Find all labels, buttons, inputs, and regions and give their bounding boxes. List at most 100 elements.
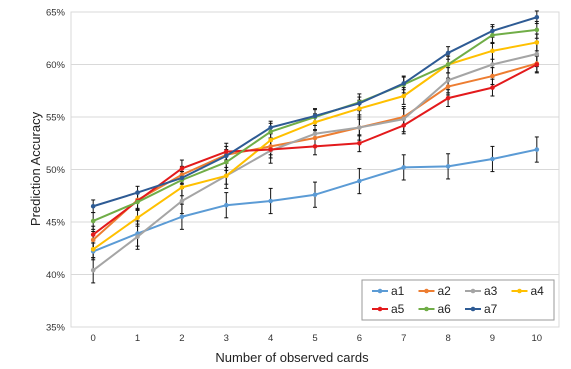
legend: a1 a2 a3 a4 a5 a6 a7 <box>361 279 555 321</box>
y-tick-label: 50% <box>46 165 66 176</box>
data-point-a4 <box>357 106 362 111</box>
data-point-a3 <box>179 198 185 204</box>
x-tick-labels: 0 1 2 3 4 5 6 7 8 9 10 <box>91 333 543 344</box>
x-tick-label: 7 <box>401 333 406 344</box>
y-tick-label: 60% <box>46 60 66 71</box>
x-tick-label: 5 <box>312 333 317 344</box>
data-point-a7 <box>490 28 495 34</box>
data-point-a7 <box>179 175 185 181</box>
data-point-a5 <box>445 95 451 101</box>
legend-label-a3: a3 <box>484 284 498 298</box>
data-point-a4 <box>135 215 140 221</box>
data-point-a1 <box>268 198 273 204</box>
x-tick-label: 4 <box>268 333 273 344</box>
data-point-a7 <box>401 81 407 86</box>
legend-label-a1: a1 <box>391 284 405 298</box>
legend-label-a7: a7 <box>484 302 498 316</box>
data-point-a4 <box>401 93 407 99</box>
data-point-a2 <box>445 84 451 89</box>
y-tick-label: 65% <box>46 8 66 19</box>
x-tick-label: 3 <box>224 333 229 344</box>
data-point-a3 <box>445 77 451 83</box>
data-point-a3 <box>401 116 407 122</box>
data-point-a5 <box>357 140 362 146</box>
legend-marker-a1 <box>377 288 383 294</box>
data-point-a4 <box>312 119 318 125</box>
legend-marker-a3 <box>470 288 476 294</box>
data-point-a4 <box>223 173 229 179</box>
data-point-a1 <box>312 192 318 197</box>
data-point-a4 <box>268 137 273 143</box>
data-point-a6 <box>534 27 540 33</box>
legend-label-a2: a2 <box>438 284 452 298</box>
x-axis-label: Number of observed cards <box>215 350 369 365</box>
x-tick-label: 6 <box>357 333 362 344</box>
data-point-a4 <box>90 247 96 252</box>
legend-box <box>361 279 555 321</box>
data-point-a3 <box>312 131 318 137</box>
y-tick-label: 55% <box>46 113 66 124</box>
x-tick-label: 9 <box>490 333 495 344</box>
legend-label-a5: a5 <box>391 302 405 316</box>
data-point-a3 <box>534 51 540 57</box>
legend-label-a4: a4 <box>531 284 545 298</box>
data-point-a1 <box>534 147 540 152</box>
data-point-a3 <box>135 234 140 239</box>
data-point-a5 <box>90 232 96 237</box>
data-point-a1 <box>179 214 185 220</box>
x-tick-label: 8 <box>445 333 450 344</box>
data-point-a1 <box>445 164 451 169</box>
data-point-a5 <box>268 147 273 152</box>
data-point-a7 <box>223 153 229 159</box>
data-point-a2 <box>312 135 318 141</box>
data-point-a2 <box>490 73 495 79</box>
x-tick-label: 1 <box>135 333 140 344</box>
data-point-a7 <box>357 101 362 106</box>
data-point-a2 <box>179 172 185 178</box>
data-point-a7 <box>445 50 451 56</box>
data-point-a1 <box>357 178 362 184</box>
legend-label-a6: a6 <box>438 302 452 316</box>
data-point-a6 <box>490 32 495 38</box>
data-point-a5 <box>401 123 407 128</box>
data-point-a6 <box>445 62 451 67</box>
legend-marker-a6 <box>424 306 429 312</box>
series-lines <box>90 14 540 273</box>
data-point-a4 <box>179 185 185 190</box>
y-tick-label: 35% <box>46 323 66 334</box>
data-point-a5 <box>179 166 185 171</box>
data-point-a1 <box>490 156 495 162</box>
y-tick-label: 45% <box>46 218 66 229</box>
data-point-a7 <box>135 190 140 195</box>
y-axis-label: Prediction Accuracy <box>28 111 43 226</box>
data-point-a7 <box>534 14 540 20</box>
data-point-a7 <box>268 125 273 130</box>
data-point-a2 <box>90 237 96 243</box>
legend-marker-a7 <box>470 306 476 312</box>
data-point-a2 <box>268 144 273 149</box>
data-point-a3 <box>490 62 495 67</box>
x-tick-label: 2 <box>179 333 184 344</box>
data-point-a4 <box>490 48 495 54</box>
legend-marker-a4 <box>517 288 522 294</box>
data-point-a6 <box>90 218 96 224</box>
data-point-a3 <box>90 268 96 273</box>
data-point-a5 <box>534 62 540 67</box>
data-point-a5 <box>312 144 318 149</box>
y-tick-label: 40% <box>46 270 66 281</box>
data-point-a7 <box>90 203 96 209</box>
data-point-a3 <box>357 125 362 130</box>
data-point-a7 <box>312 113 318 119</box>
data-point-a1 <box>401 165 407 170</box>
data-point-a5 <box>490 85 495 90</box>
data-point-a6 <box>223 159 229 165</box>
data-point-a5 <box>223 149 229 154</box>
y-tick-labels: 35% 40% 45% 50% 55% 60% 65% <box>46 8 66 334</box>
data-point-a6 <box>135 199 140 205</box>
legend-marker-a2 <box>424 288 429 294</box>
data-point-a6 <box>268 129 273 134</box>
data-point-a1 <box>223 202 229 208</box>
legend-marker-a5 <box>377 306 383 312</box>
x-tick-label: 10 <box>532 333 543 344</box>
